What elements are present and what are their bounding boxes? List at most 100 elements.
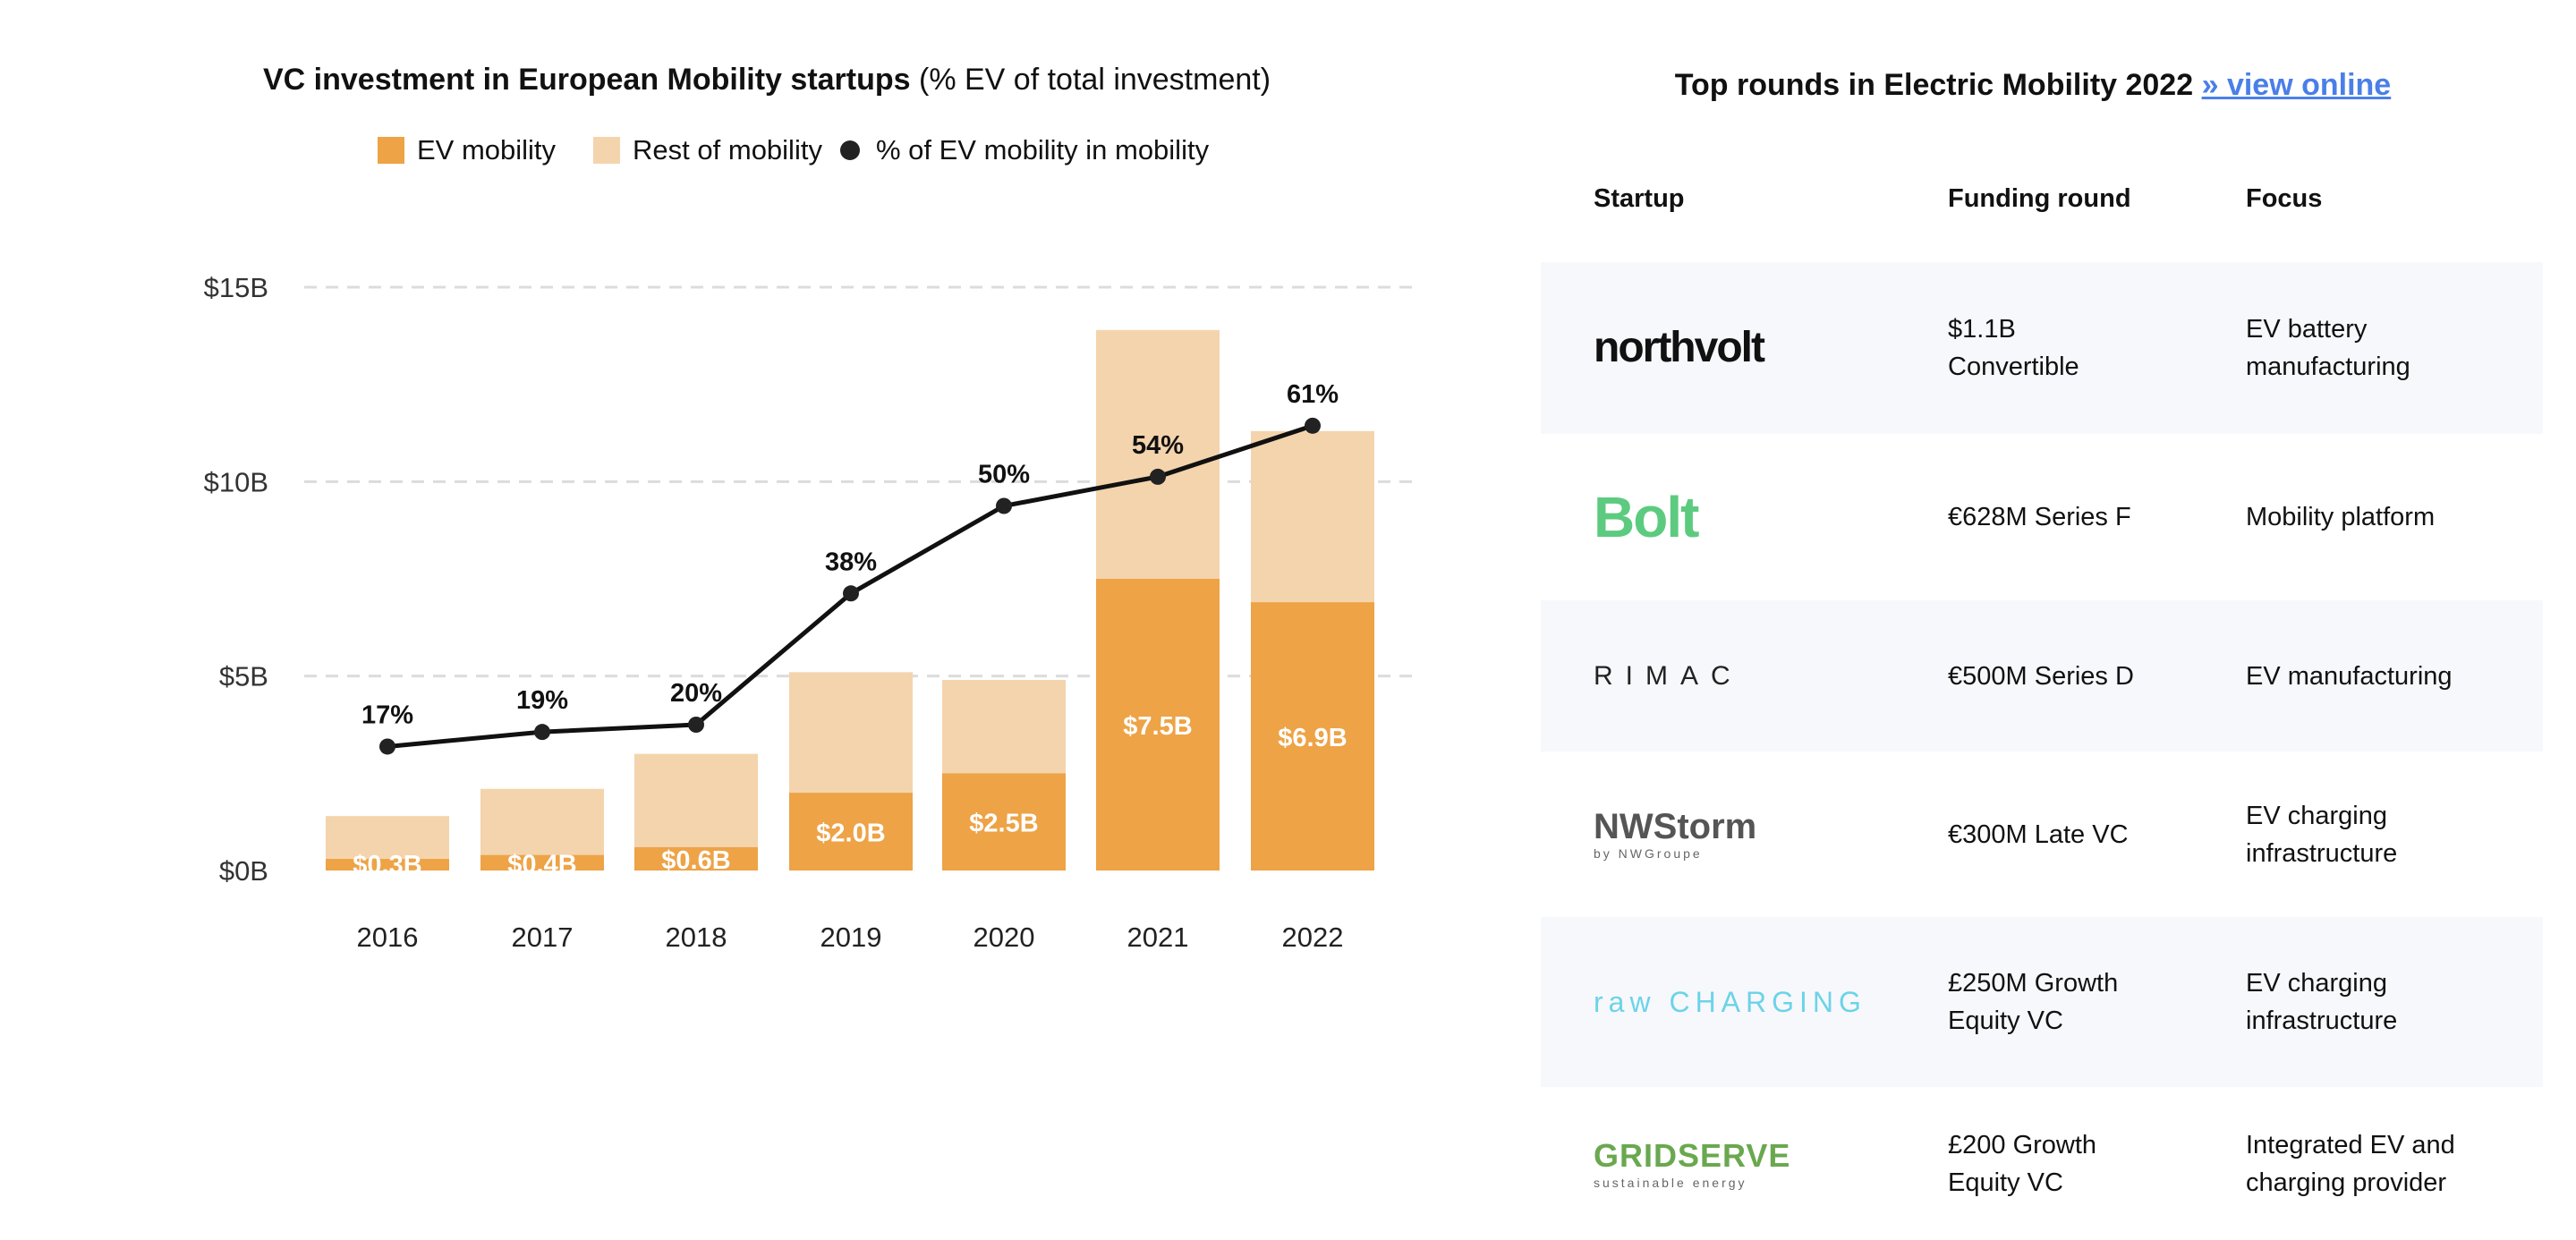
x-tick-label: 2022 [1282,922,1344,953]
chart-title-bold: VC investment in European Mobility start… [263,63,911,97]
table-title: Top rounds in Electric Mobility 2022 » v… [1541,68,2525,103]
bar-value-label: $2.5B [969,810,1038,838]
funding-round-line: €628M Series F [1948,503,2131,531]
focus-line: EV charging [2246,969,2387,998]
legend: EV mobility Rest of mobility % of EV mob… [378,134,1227,166]
view-online-link[interactable]: » view online [2201,68,2392,102]
funding-round-line: $1.1B [1948,315,2016,344]
bar-rest-of-mobility [1251,430,1374,603]
bar-ev-mobility [326,858,449,871]
funding-round-cell: €628M Series F [1948,498,2216,536]
focus-line: EV manufacturing [2246,661,2453,691]
y-tick-label: $10B [204,466,268,497]
table-row: northvolt $1.1B Convertible EV battery manuf… [1541,262,2543,434]
funding-round-line: €300M Late VC [1948,820,2129,849]
focus-cell: EV manufacturing [2246,658,2532,695]
startup-logo: raw CHARGING [1594,983,1866,1021]
line-point [379,738,395,755]
startup-logo-subtext: sustainable energy [1594,1175,1747,1190]
funding-round-line: £200 Growth [1948,1130,2097,1159]
startup-logo: NWStorm by NWGroupe [1594,808,1756,862]
startup-logo: Bolt [1594,485,1699,549]
line-point [996,497,1012,514]
bar-rest-of-mobility [326,816,449,859]
funding-round-line: Equity VC [1948,1168,2063,1197]
focus-line: infrastructure [2246,1006,2398,1035]
startup-logo-text: GRIDSERVE [1594,1136,1791,1174]
x-tick-label: 2017 [512,922,574,953]
bar-rest-of-mobility [789,672,913,794]
bar-rest-of-mobility [480,788,604,855]
funding-round-cell: $1.1B Convertible [1948,310,2216,386]
bar-ev-mobility [1096,579,1220,871]
focus-cell: Mobility platform [2246,498,2532,536]
legend-label-pct: % of EV mobility in mobility [875,134,1210,166]
line-point-label: 20% [670,679,722,708]
focus-cell: EV charging infrastructure [2246,797,2532,872]
table-row: Bolt €628M Series F Mobility platform [1541,434,2543,600]
bar-ev-mobility [1251,602,1374,871]
table-row: NWStorm by NWGroupe €300M Late VC EV chargi… [1541,752,2543,917]
funding-round-cell: €300M Late VC [1948,816,2216,854]
focus-cell: EV charging infrastructure [2246,964,2532,1040]
startup-logo: RIMAC [1594,658,1743,695]
startup-logo: GRIDSERVE sustainable energy [1594,1137,1790,1191]
bar-value-label: $0.3B [353,851,421,879]
bar-value-label: $0.4B [507,850,576,879]
y-tick-label: $0B [219,855,268,887]
focus-line: charging provider [2246,1168,2447,1197]
line-point [688,717,704,733]
focus-line: Integrated EV and [2246,1130,2455,1159]
bar-ev-mobility [480,854,604,871]
line-point-label: 17% [361,701,413,729]
bar-rest-of-mobility [1096,329,1220,579]
header-funding-round: Funding round [1948,184,2131,213]
startup-logo-text: Bolt [1594,485,1699,549]
focus-line: infrastructure [2246,838,2398,868]
funding-round-cell: £250M Growth Equity VC [1948,964,2216,1040]
legend-swatch-rest [593,137,621,164]
x-tick-label: 2019 [820,922,882,953]
bar-ev-mobility [942,773,1066,871]
header-startup: Startup [1594,184,1685,213]
x-tick-label: 2020 [973,922,1035,953]
header-focus: Focus [2246,184,2323,213]
startup-logo-text: NWStorm [1594,806,1757,846]
funding-round-line: £250M Growth [1948,969,2119,998]
focus-line: EV charging [2246,801,2387,830]
y-tick-label: $5B [219,661,268,692]
chart-title: VC investment in European Mobility start… [263,63,1271,98]
legend-ev: EV mobility [378,134,556,166]
funding-round-line: €500M Series D [1948,661,2134,691]
legend-label-rest: Rest of mobility [633,134,822,166]
line-point-label: 38% [825,548,877,576]
focus-line: EV battery [2246,315,2368,344]
table-row: RIMAC €500M Series D EV manufacturing [1541,600,2543,752]
startup-logo-text: northvolt [1594,324,1765,371]
bar-ev-mobility [634,846,758,871]
line-point-label: 54% [1132,431,1184,460]
startup-logo: northvolt [1594,324,1765,371]
bar-ev-mobility [789,793,913,871]
table-row: raw CHARGING £250M Growth Equity VC EV char… [1541,917,2543,1087]
legend-swatch-ev [378,137,404,164]
line-point [1305,417,1321,434]
line-point [1150,468,1166,485]
startup-logo-text: RIMAC [1594,660,1743,691]
focus-cell: Integrated EV and charging provider [2246,1126,2532,1202]
legend-rest: Rest of mobility [593,134,822,166]
table-title-text: Top rounds in Electric Mobility 2022 [1674,68,2194,102]
line-point [843,585,859,602]
chart-plot: $0B $5B $10B $15B $0.3B 2016 $0.4B 2017 $0.6B 201… [204,272,1414,953]
funding-round-line: Convertible [1948,352,2079,381]
funding-round-cell: £200 Growth Equity VC [1948,1126,2216,1202]
bar-value-label: $0.6B [661,846,730,875]
line-point-label: 61% [1287,380,1339,409]
x-tick-label: 2021 [1127,922,1189,953]
focus-line: Mobility platform [2246,503,2436,531]
line-point [534,724,550,741]
startup-logo-subtext: by NWGroupe [1594,845,1703,861]
startup-logo-text: raw CHARGING [1594,986,1866,1018]
chart-title-subtitle: (% EV of total investment) [919,63,1271,97]
legend-pct: % of EV mobility in mobility [839,134,1210,166]
